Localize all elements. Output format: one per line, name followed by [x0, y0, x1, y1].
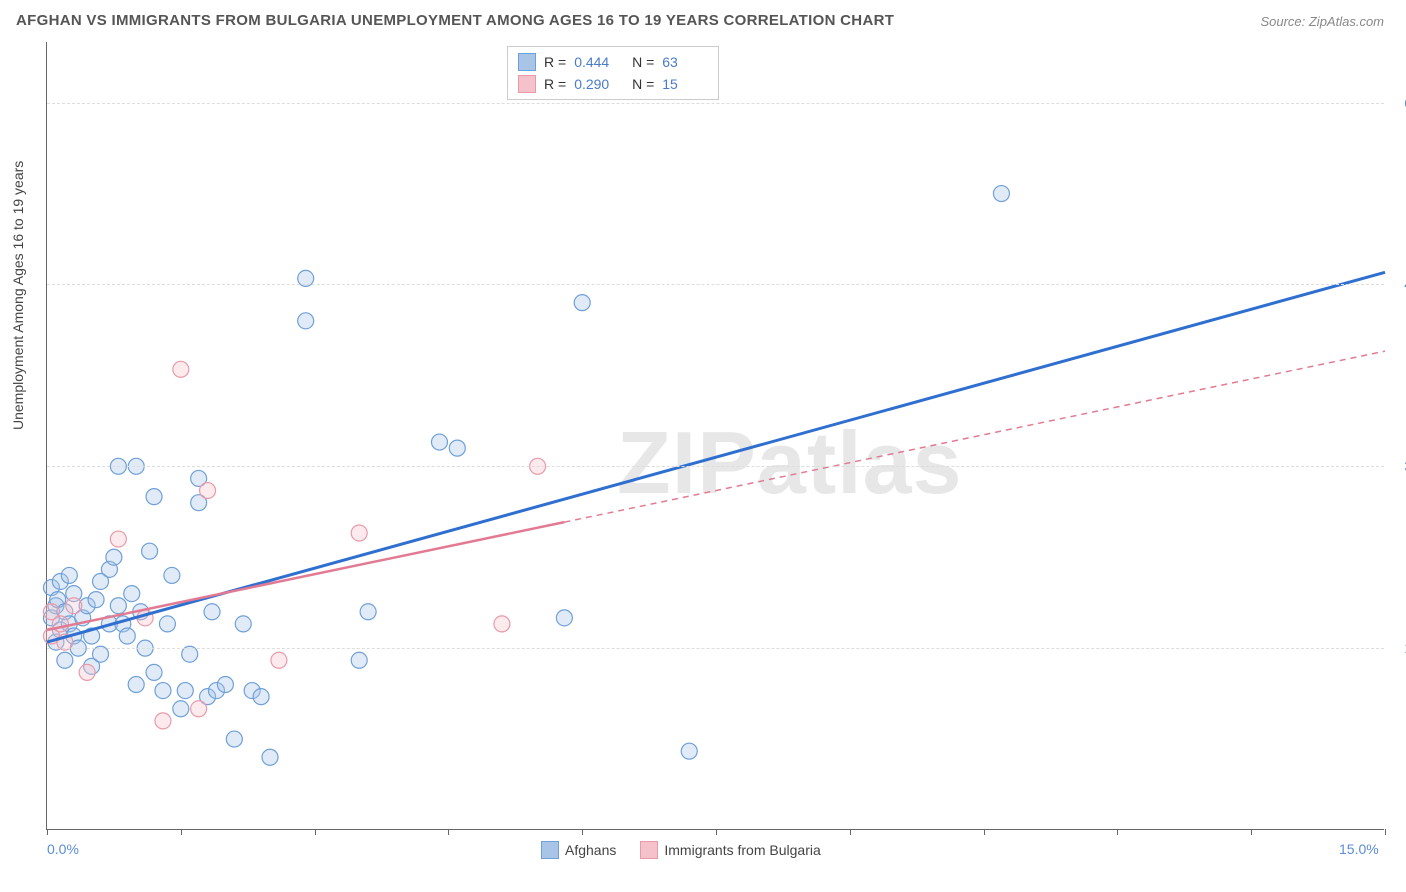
x-tick	[850, 829, 851, 835]
stat-r-value: 0.444	[574, 54, 620, 70]
x-tick	[1251, 829, 1252, 835]
scatter-point-afghans	[155, 683, 171, 699]
x-tick	[582, 829, 583, 835]
scatter-point-afghans	[253, 689, 269, 705]
scatter-point-afghans	[119, 628, 135, 644]
x-tick	[448, 829, 449, 835]
stat-n-value: 63	[662, 54, 708, 70]
scatter-point-bulgaria	[110, 531, 126, 547]
trend-line-afghans	[47, 272, 1385, 642]
stat-r-value: 0.290	[574, 76, 620, 92]
scatter-point-afghans	[88, 592, 104, 608]
x-tick	[1385, 829, 1386, 835]
scatter-point-afghans	[146, 489, 162, 505]
scatter-point-afghans	[298, 313, 314, 329]
x-tick-label: 15.0%	[1339, 841, 1379, 857]
scatter-point-bulgaria	[79, 664, 95, 680]
stats-row-afghans: R = 0.444 N = 63	[518, 51, 708, 73]
stat-key: R =	[544, 54, 566, 70]
scatter-point-afghans	[177, 683, 193, 699]
legend-item-bulgaria: Immigrants from Bulgaria	[640, 841, 820, 859]
scatter-point-afghans	[993, 186, 1009, 202]
x-tick	[984, 829, 985, 835]
gridline	[47, 103, 1384, 104]
gridline	[47, 284, 1384, 285]
scatter-point-afghans	[61, 567, 77, 583]
stat-key: N =	[628, 76, 654, 92]
scatter-point-bulgaria	[191, 701, 207, 717]
x-tick-label: 0.0%	[47, 841, 79, 857]
scatter-point-afghans	[146, 664, 162, 680]
gridline	[47, 466, 1384, 467]
scatter-point-afghans	[124, 586, 140, 602]
swatch-icon	[518, 75, 536, 93]
stats-legend: R = 0.444 N = 63 R = 0.290 N = 15	[507, 46, 719, 100]
gridline	[47, 648, 1384, 649]
y-axis-label: Unemployment Among Ages 16 to 19 years	[10, 161, 26, 430]
scatter-point-afghans	[262, 749, 278, 765]
legend-label: Immigrants from Bulgaria	[664, 842, 820, 858]
stats-row-bulgaria: R = 0.290 N = 15	[518, 73, 708, 95]
scatter-point-afghans	[574, 295, 590, 311]
swatch-icon	[541, 841, 559, 859]
chart-container: AFGHAN VS IMMIGRANTS FROM BULGARIA UNEMP…	[0, 0, 1406, 892]
swatch-icon	[640, 841, 658, 859]
trend-line-bulgaria-dashed	[564, 351, 1385, 522]
scatter-point-afghans	[142, 543, 158, 559]
scatter-point-afghans	[106, 549, 122, 565]
scatter-point-afghans	[351, 652, 367, 668]
scatter-point-afghans	[226, 731, 242, 747]
scatter-point-bulgaria	[351, 525, 367, 541]
scatter-point-afghans	[159, 616, 175, 632]
scatter-point-afghans	[681, 743, 697, 759]
scatter-point-afghans	[360, 604, 376, 620]
scatter-point-afghans	[128, 677, 144, 693]
scatter-point-bulgaria	[155, 713, 171, 729]
scatter-point-bulgaria	[271, 652, 287, 668]
scatter-point-afghans	[217, 677, 233, 693]
stat-key: R =	[544, 76, 566, 92]
stat-key: N =	[628, 54, 654, 70]
scatter-point-afghans	[204, 604, 220, 620]
scatter-point-bulgaria	[494, 616, 510, 632]
chart-title: AFGHAN VS IMMIGRANTS FROM BULGARIA UNEMP…	[16, 12, 894, 29]
scatter-point-afghans	[431, 434, 447, 450]
stat-n-value: 15	[662, 76, 708, 92]
legend-item-afghans: Afghans	[541, 841, 616, 859]
x-tick	[47, 829, 48, 835]
scatter-point-bulgaria	[66, 598, 82, 614]
source-label: Source: ZipAtlas.com	[1260, 14, 1384, 29]
scatter-point-afghans	[556, 610, 572, 626]
scatter-point-afghans	[57, 652, 73, 668]
plot-area: ZIPatlas R =0.444 N =63R =0.290 N =15 Af…	[46, 42, 1384, 830]
x-tick	[315, 829, 316, 835]
series-legend: Afghans Immigrants from Bulgaria	[541, 841, 821, 859]
x-tick	[181, 829, 182, 835]
scatter-point-afghans	[235, 616, 251, 632]
swatch-icon	[518, 53, 536, 71]
chart-svg	[47, 42, 1384, 829]
scatter-point-afghans	[173, 701, 189, 717]
scatter-point-afghans	[164, 567, 180, 583]
scatter-point-afghans	[449, 440, 465, 456]
scatter-point-bulgaria	[173, 361, 189, 377]
x-tick	[716, 829, 717, 835]
legend-label: Afghans	[565, 842, 616, 858]
x-tick	[1117, 829, 1118, 835]
scatter-point-bulgaria	[200, 483, 216, 499]
scatter-point-afghans	[110, 598, 126, 614]
